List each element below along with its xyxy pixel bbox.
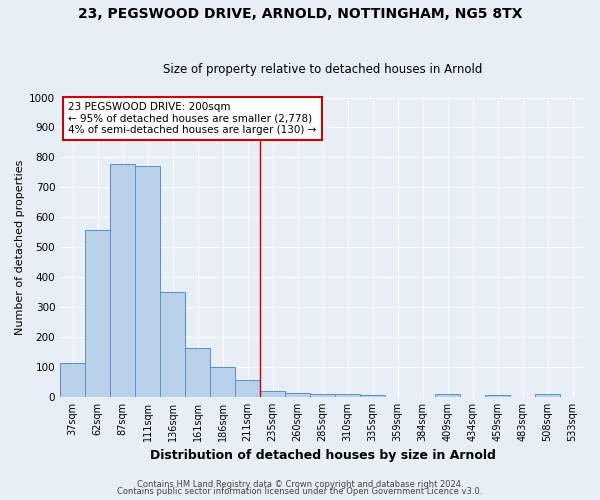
Bar xyxy=(310,394,335,397)
Bar xyxy=(135,166,160,397)
Bar xyxy=(85,230,110,397)
X-axis label: Distribution of detached houses by size in Arnold: Distribution of detached houses by size … xyxy=(149,450,496,462)
Text: Contains public sector information licensed under the Open Government Licence v3: Contains public sector information licen… xyxy=(118,487,482,496)
Bar xyxy=(485,396,510,397)
Y-axis label: Number of detached properties: Number of detached properties xyxy=(15,160,25,335)
Bar xyxy=(260,390,285,397)
Bar xyxy=(160,292,185,397)
Bar xyxy=(335,394,360,397)
Text: 23 PEGSWOOD DRIVE: 200sqm
← 95% of detached houses are smaller (2,778)
4% of sem: 23 PEGSWOOD DRIVE: 200sqm ← 95% of detac… xyxy=(68,102,316,135)
Bar xyxy=(210,367,235,397)
Title: Size of property relative to detached houses in Arnold: Size of property relative to detached ho… xyxy=(163,62,482,76)
Bar xyxy=(435,394,460,397)
Bar xyxy=(360,395,385,397)
Bar xyxy=(235,380,260,397)
Bar xyxy=(285,392,310,397)
Bar xyxy=(60,363,85,397)
Bar xyxy=(110,164,135,397)
Text: Contains HM Land Registry data © Crown copyright and database right 2024.: Contains HM Land Registry data © Crown c… xyxy=(137,480,463,489)
Text: 23, PEGSWOOD DRIVE, ARNOLD, NOTTINGHAM, NG5 8TX: 23, PEGSWOOD DRIVE, ARNOLD, NOTTINGHAM, … xyxy=(78,8,522,22)
Bar xyxy=(535,394,560,397)
Bar xyxy=(185,348,210,397)
